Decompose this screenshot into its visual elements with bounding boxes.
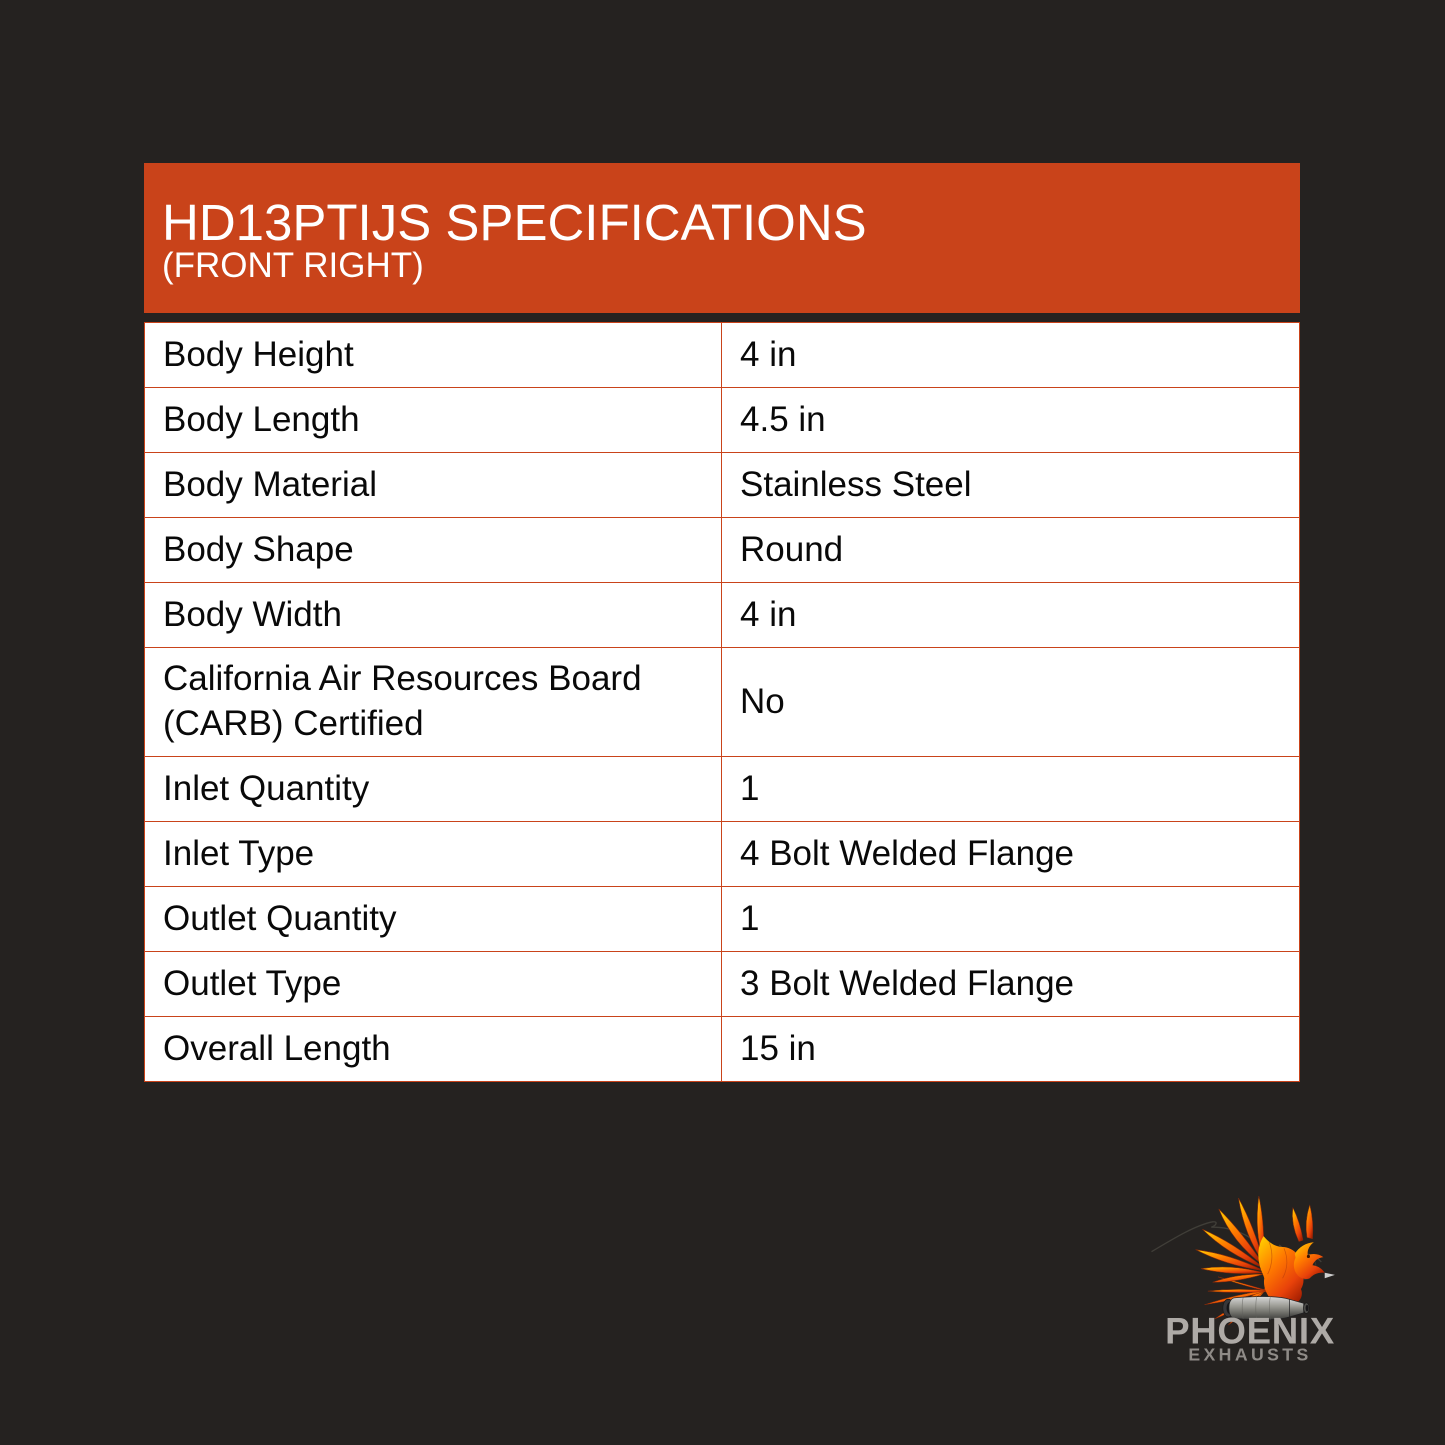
svg-text:EXHAUSTS: EXHAUSTS [1188,1344,1311,1364]
